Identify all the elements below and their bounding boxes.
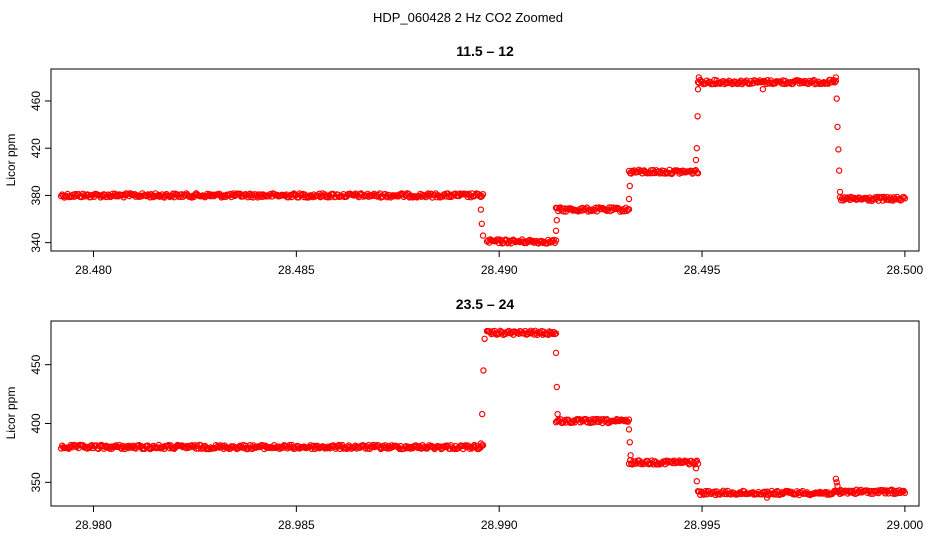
data-point <box>832 77 840 85</box>
data-point <box>481 335 488 342</box>
data-point <box>552 237 560 244</box>
data-point <box>693 457 701 464</box>
data-point <box>832 74 840 81</box>
x-tick-label: 28.485 <box>278 263 315 277</box>
data-point <box>833 479 840 486</box>
data-point <box>627 452 634 459</box>
data-point <box>479 410 486 418</box>
data-point <box>626 439 634 446</box>
data-point <box>763 494 771 501</box>
data-point <box>625 206 633 213</box>
x-tick-label: 28.500 <box>887 263 924 277</box>
x-tick-label: 28.495 <box>684 263 721 277</box>
data-point <box>874 193 881 201</box>
data-point <box>477 206 485 213</box>
figure-title: HDP_060428 2 Hz CO2 Zoomed <box>373 10 563 25</box>
data-point <box>552 349 560 357</box>
data-point <box>692 156 700 164</box>
data-point <box>625 426 633 433</box>
y-tick-label: 400 <box>29 413 43 433</box>
x-tick-label: 29.000 <box>887 518 924 532</box>
data-point <box>694 113 701 120</box>
panel-bottom: 23.5 – 24 Licor ppm 28.980 28.985 28.990 28… <box>4 296 924 532</box>
data-point <box>836 167 843 174</box>
data-point <box>695 74 703 81</box>
panel-bottom-ylabel: Licor ppm <box>4 387 18 440</box>
data-point <box>759 85 767 93</box>
data-point <box>680 458 688 466</box>
panel-top-plot-frame <box>50 68 920 252</box>
data-point <box>694 85 702 93</box>
data-point <box>833 95 840 102</box>
data-point <box>901 489 909 496</box>
x-tick-label: 28.985 <box>278 518 315 532</box>
data-point <box>480 367 487 374</box>
data-point <box>900 193 908 201</box>
data-point <box>625 195 633 203</box>
data-point <box>625 416 633 423</box>
y-tick-label: 450 <box>29 354 43 374</box>
data-point <box>836 188 844 196</box>
data-point <box>598 205 605 213</box>
y-tick-label: 350 <box>29 472 43 492</box>
data-point <box>901 195 909 202</box>
x-tick-label: 28.990 <box>481 518 518 532</box>
panel-bottom-points <box>57 327 909 501</box>
y-tick-label: 420 <box>29 138 43 158</box>
data-point <box>835 146 842 153</box>
data-point <box>695 488 703 495</box>
data-point <box>692 465 700 472</box>
data-point <box>477 440 485 447</box>
panel-bottom-title: 23.5 – 24 <box>456 296 515 312</box>
data-point <box>693 144 701 152</box>
data-point <box>834 482 841 490</box>
x-tick-label: 28.490 <box>481 263 518 277</box>
data-point <box>479 190 487 198</box>
data-point <box>694 169 702 177</box>
data-point <box>552 227 560 234</box>
data-point <box>693 478 701 485</box>
y-tick-label: 380 <box>29 185 43 205</box>
x-tick-label: 28.995 <box>684 518 721 532</box>
data-point <box>834 123 841 131</box>
panel-top-axes: 28.480 28.485 28.490 28.495 28.500 340 380 420 4… <box>29 91 924 277</box>
panel-top-ylabel-group: Licor ppm <box>4 134 18 187</box>
data-point <box>169 444 177 451</box>
data-point <box>554 410 561 418</box>
panel-top-title: 11.5 – 12 <box>456 43 514 59</box>
data-point <box>626 182 634 190</box>
x-tick-label: 28.480 <box>75 263 112 277</box>
panel-top: 11.5 – 12 Licor ppm 28.480 28.485 28.490 28… <box>4 43 924 277</box>
y-tick-label: 460 <box>29 91 43 111</box>
data-point <box>479 232 487 239</box>
data-point <box>832 475 840 482</box>
panel-top-points <box>57 74 909 247</box>
data-point <box>553 383 561 391</box>
data-point <box>553 216 561 224</box>
data-point <box>552 330 560 337</box>
panel-bottom-ylabel-group: Licor ppm <box>4 387 18 440</box>
panel-top-ylabel: Licor ppm <box>4 134 18 187</box>
x-tick-label: 28.980 <box>75 518 112 532</box>
y-tick-label: 340 <box>29 232 43 252</box>
panel-bottom-axes: 28.980 28.985 28.990 28.995 29.000 350 400 450 <box>29 354 924 532</box>
data-point <box>478 220 485 227</box>
